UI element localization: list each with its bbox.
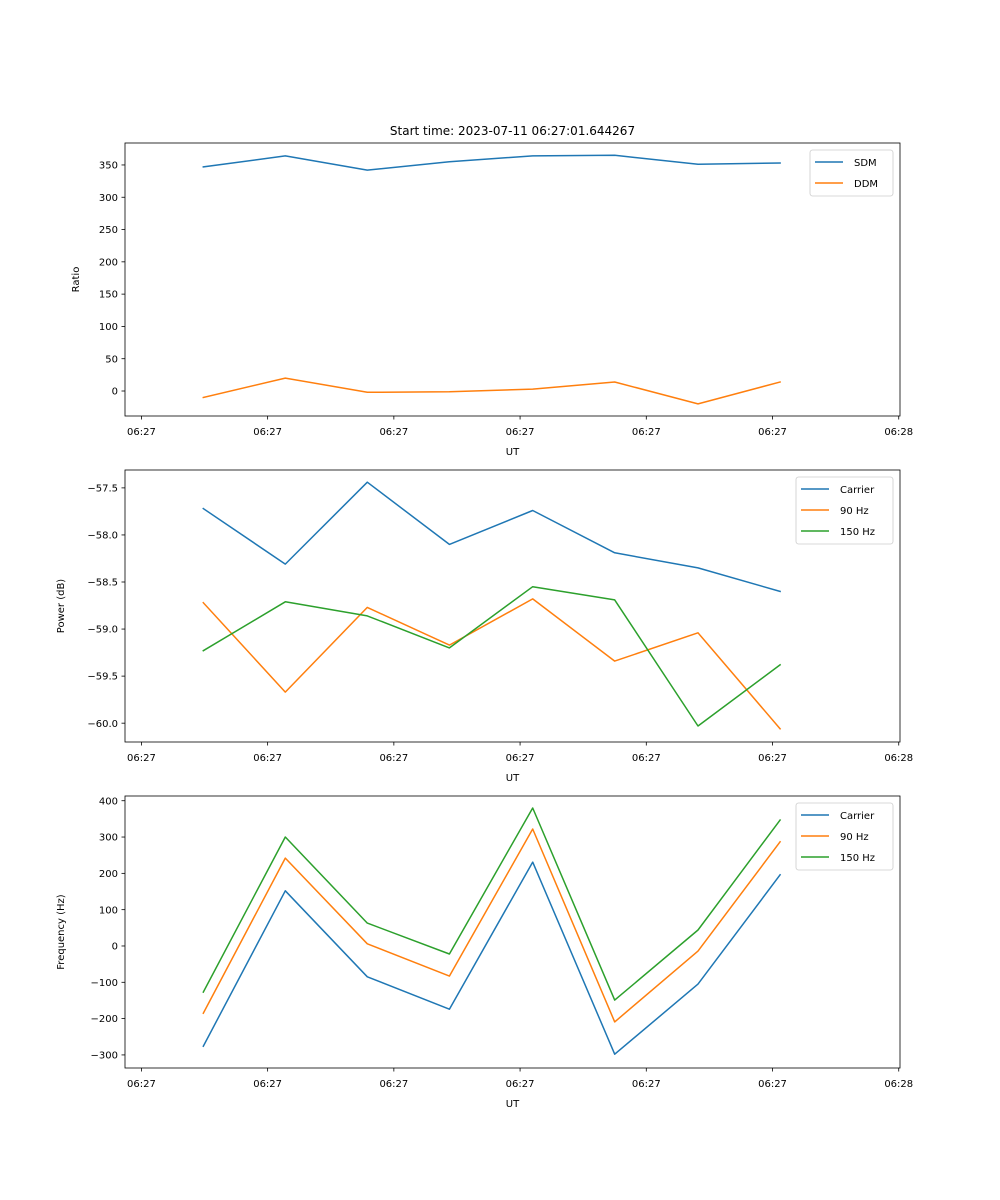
y-axis-label: Ratio	[71, 267, 82, 293]
legend-label: Carrier	[840, 485, 875, 496]
x-tick-label: 06:27	[506, 427, 535, 438]
legend-label: 90 Hz	[840, 832, 869, 843]
y-tick-label: 0	[112, 387, 118, 398]
x-tick-label: 06:27	[758, 427, 787, 438]
series-line-150-hz	[202, 585, 782, 727]
x-tick-label: 06:28	[884, 427, 913, 438]
x-tick-label: 06:27	[632, 1079, 661, 1090]
subplot-3: 06:27 06:27 06:27 06:27 06:27 06:27 06:28 UT −30…	[56, 795, 913, 1110]
x-tick-label: 06:27	[506, 753, 535, 764]
legend: Carrier 90 Hz 150 Hz	[795, 476, 894, 545]
axes-frame	[124, 469, 901, 743]
x-tick-label: 06:27	[253, 1079, 282, 1090]
y-tick-label: −57.5	[87, 483, 118, 494]
y-tick-label: 100	[99, 905, 118, 916]
series-line-sdm	[202, 154, 781, 171]
x-tick-label: 06:27	[758, 753, 787, 764]
legend-box	[795, 476, 894, 545]
y-axis-label: Power (dB)	[56, 579, 67, 634]
axes-frame	[124, 795, 901, 1069]
subplot-2: 06:27 06:27 06:27 06:27 06:27 06:27 06:28 UT −60…	[56, 469, 913, 784]
y-tick-label: −100	[91, 978, 118, 989]
x-tick-label: 06:27	[758, 1079, 787, 1090]
y-tick-label: −59.0	[87, 625, 118, 636]
subplot-1: 06:27 06:27 06:27 06:27 06:27 06:27 06:28 UT 0 50…	[71, 142, 913, 458]
legend: SDM DDM	[809, 149, 894, 197]
y-tick-label: −300	[91, 1051, 118, 1062]
x-tick-label: 06:27	[379, 427, 408, 438]
y-tick-label: 200	[99, 257, 118, 268]
y-tick-label: 0	[112, 942, 118, 953]
x-tick-label: 06:27	[253, 427, 282, 438]
y-tick-label: 350	[99, 161, 118, 172]
series-line-90-hz	[202, 828, 782, 1023]
series-line-carrier	[202, 861, 782, 1055]
y-axis-label: Frequency (Hz)	[56, 894, 67, 970]
y-tick-label: −58.5	[87, 578, 118, 589]
legend-label: 150 Hz	[840, 853, 875, 864]
x-tick-label: 06:27	[632, 427, 661, 438]
legend-box	[795, 802, 894, 871]
x-axis-label: UT	[506, 1099, 520, 1110]
x-axis-label: UT	[506, 773, 520, 784]
y-tick-label: 200	[99, 869, 118, 880]
series-line-150-hz	[202, 807, 782, 1001]
x-tick-label: 06:28	[884, 753, 913, 764]
y-tick-label: 300	[99, 193, 118, 204]
legend: Carrier 90 Hz 150 Hz	[795, 802, 894, 871]
x-tick-label: 06:27	[253, 753, 282, 764]
y-tick-label: 400	[99, 796, 118, 807]
legend-label: 150 Hz	[840, 527, 875, 538]
series-line-90-hz	[202, 598, 782, 730]
series-line-ddm	[202, 377, 782, 405]
y-tick-label: 300	[99, 833, 118, 844]
x-tick-label: 06:27	[127, 427, 156, 438]
y-tick-label: 100	[99, 322, 118, 333]
x-tick-label: 06:27	[506, 1079, 535, 1090]
y-tick-label: −59.5	[87, 672, 118, 683]
y-tick-label: −200	[91, 1014, 118, 1025]
legend-label: 90 Hz	[840, 506, 869, 517]
legend-label: Carrier	[840, 811, 875, 822]
y-tick-label: 150	[99, 290, 118, 301]
x-tick-label: 06:27	[127, 753, 156, 764]
y-tick-label: −58.0	[87, 531, 118, 542]
x-tick-label: 06:27	[379, 1079, 408, 1090]
x-tick-label: 06:27	[379, 753, 408, 764]
x-tick-label: 06:28	[884, 1079, 913, 1090]
y-tick-label: 50	[105, 354, 118, 365]
legend-label: SDM	[854, 158, 877, 169]
x-tick-label: 06:27	[632, 753, 661, 764]
axes-frame	[124, 142, 901, 417]
y-tick-label: −60.0	[87, 719, 118, 730]
y-tick-label: 250	[99, 225, 118, 236]
legend-label: DDM	[854, 179, 878, 190]
x-axis-label: UT	[506, 447, 520, 458]
x-tick-label: 06:27	[127, 1079, 156, 1090]
series-line-carrier	[202, 481, 782, 593]
legend-box	[809, 149, 894, 197]
figure-title: Start time: 2023-07-11 06:27:01.644267	[390, 124, 635, 138]
